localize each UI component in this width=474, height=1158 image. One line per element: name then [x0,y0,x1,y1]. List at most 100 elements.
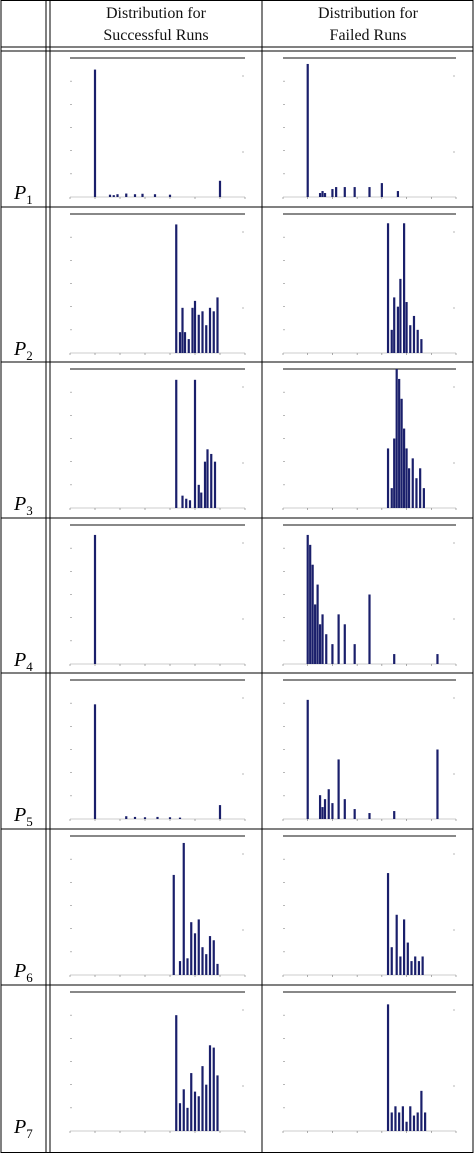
bar [331,803,334,819]
row-label-sub: 6 [26,970,33,985]
row-label-p3: P3 [13,493,33,518]
bar [201,311,204,353]
bar [156,816,159,819]
bar [395,914,398,975]
bar [399,278,402,353]
bar [309,544,312,664]
bar [368,813,371,819]
bar [390,1112,393,1131]
bar [380,183,383,197]
bar [400,398,403,508]
bar [168,194,172,197]
bar [386,1004,390,1131]
bar [403,223,406,353]
header-successful-line2: Successful Runs [103,27,208,44]
bar [212,940,215,975]
bar [416,329,419,353]
bar [327,789,330,819]
bar [343,187,346,197]
panel-p2-failed [282,213,457,355]
bar [175,224,178,353]
bar [205,954,208,975]
bar [208,307,212,353]
bar [403,428,406,508]
bar [394,1106,397,1131]
bar [172,874,175,975]
bar [133,816,137,819]
bar [210,453,213,508]
bar [201,1066,204,1131]
bar [116,194,119,197]
bar [181,307,184,353]
bar [206,449,209,508]
bar [186,1107,189,1131]
bar [424,1112,427,1131]
panel-p5-successful [69,679,246,821]
panel-p6-failed [282,835,457,977]
bar [318,193,322,197]
bar [421,956,424,975]
bar [420,1090,423,1131]
panel-p6-successful [69,835,246,977]
bar [185,498,188,508]
bar [143,817,147,819]
row-label-sub: 3 [26,503,33,518]
row-label-p1: P1 [13,182,33,207]
bar [318,795,322,819]
bar [311,564,314,664]
bar [386,223,390,353]
bar [415,478,418,508]
bar [93,534,97,664]
bar [190,922,193,975]
bar [193,379,197,508]
bar [410,961,413,975]
bar [416,1112,419,1131]
row-label-p4: P4 [13,649,33,674]
panel-p7-failed [282,991,457,1133]
bar [153,194,157,197]
bar [205,1084,208,1131]
bar [321,807,324,819]
bar [403,919,406,975]
bar [398,378,401,508]
bar [193,300,197,353]
bar [406,942,409,975]
bar [419,468,422,508]
bar [175,379,178,508]
bar [197,919,200,975]
bar [208,936,212,975]
panel-p4-successful [69,524,246,666]
bar [181,495,184,508]
bar [398,1112,401,1131]
bar [205,325,208,353]
bar [318,624,322,664]
bar [178,817,182,819]
bar [409,1106,412,1131]
bar [197,1096,200,1131]
bar [306,534,309,664]
bar [393,438,396,508]
bar [335,187,338,197]
bar [178,332,182,353]
bar [93,704,97,819]
row-label-p2: P2 [13,338,33,363]
panel-p5-failed [282,679,457,821]
bar [368,187,371,197]
bar [197,484,200,508]
bar [183,332,187,353]
bar [197,314,200,353]
bar [321,191,324,197]
panel-p1-failed [282,57,457,199]
bar [412,1115,416,1131]
bar [323,799,327,819]
bar [396,191,400,197]
bar [393,297,396,353]
bar [386,448,390,508]
bar [331,189,334,197]
bar [208,1045,212,1131]
bar [386,873,390,975]
bar [323,193,327,197]
bar [436,749,439,819]
header-failed-line2: Failed Runs [330,27,407,44]
